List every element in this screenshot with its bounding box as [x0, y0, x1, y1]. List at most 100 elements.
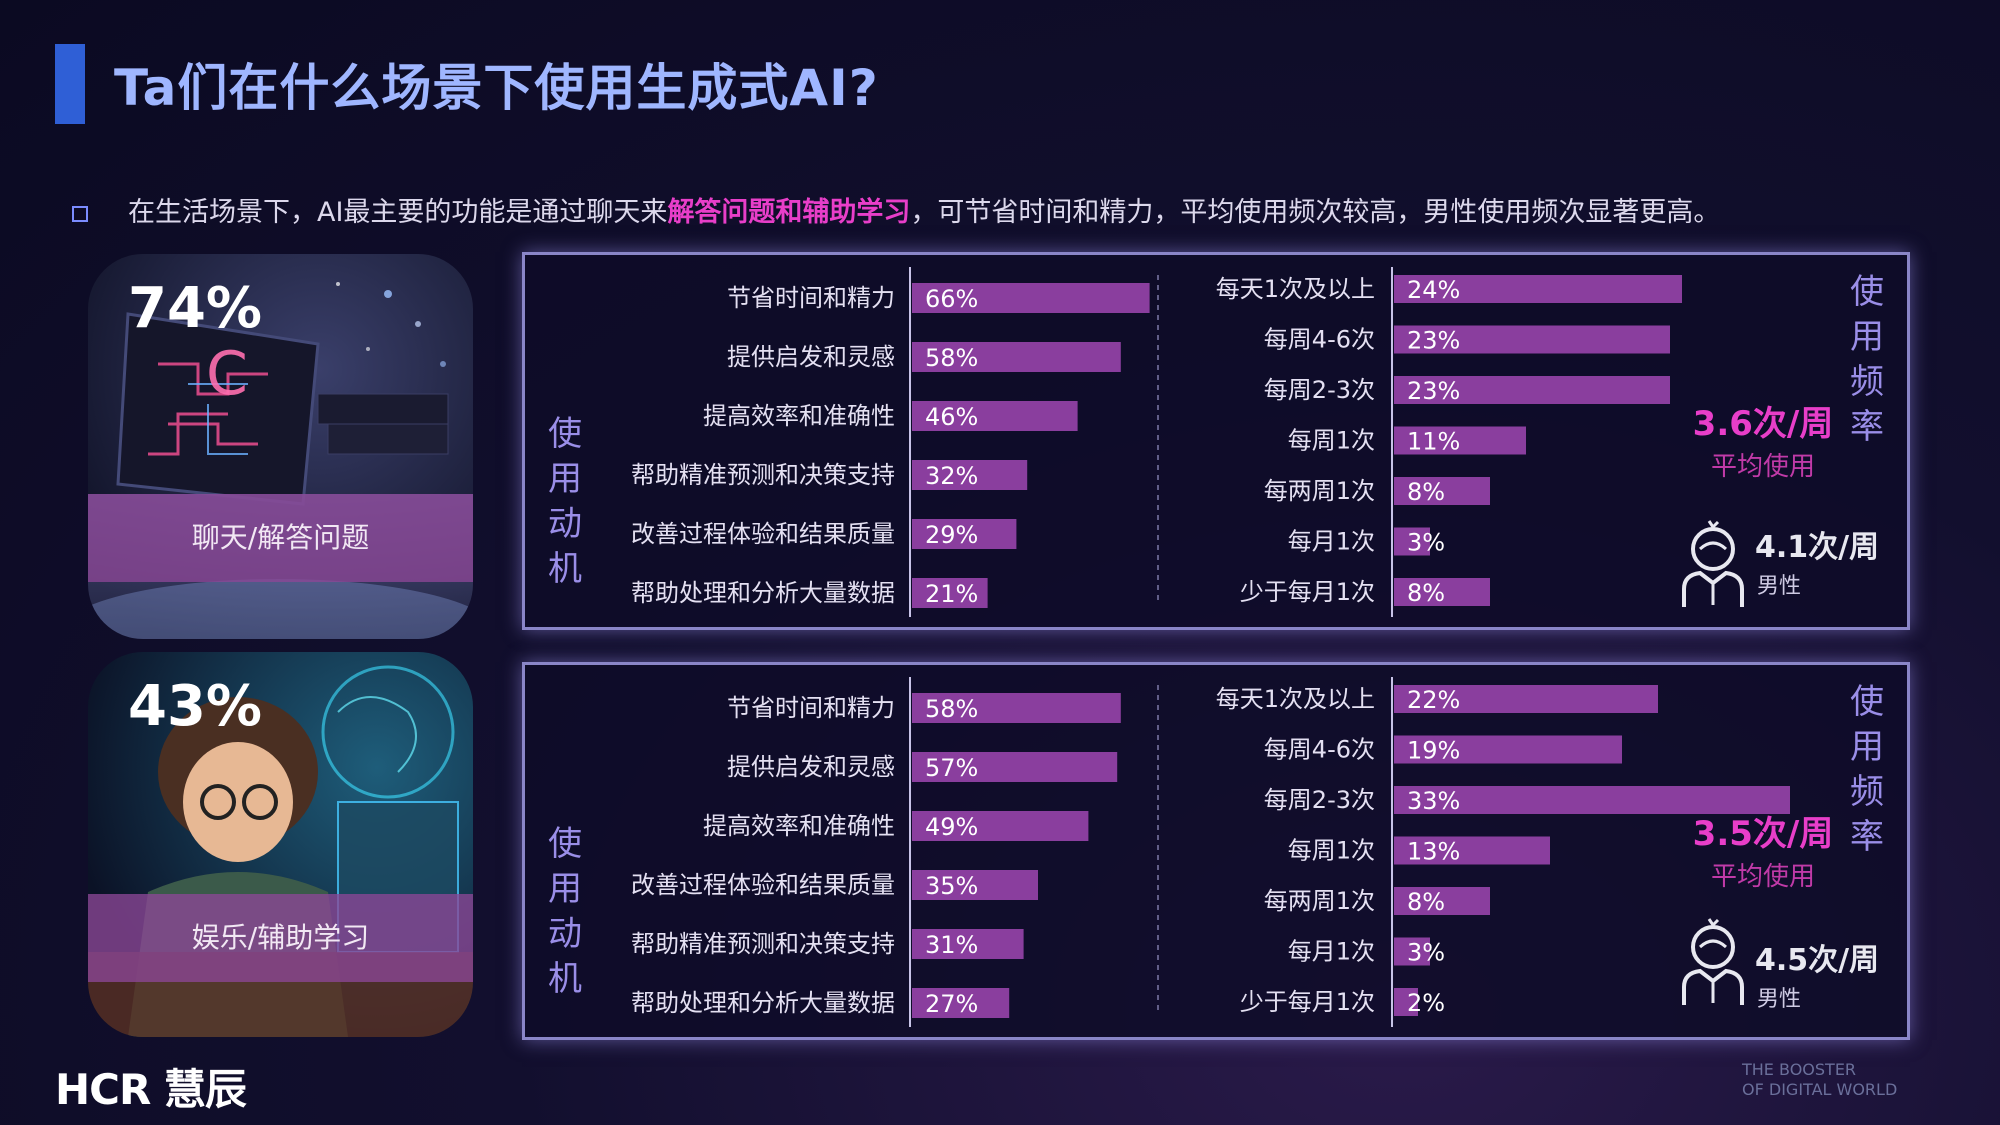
svg-text:使: 使: [548, 824, 582, 864]
motivation-bar: [912, 752, 1118, 782]
frequency-category-label: 每周4-6次: [1264, 736, 1375, 764]
motivation-data-label: 58%: [925, 695, 978, 723]
average-frequency-value: 3.6次/周: [1693, 404, 1834, 444]
motivation-category-label: 提供启发和灵感: [727, 753, 895, 781]
card-label-band: 聊天/解答问题: [88, 494, 473, 582]
page-subtitle: 在生活场景下，AI最主要的功能是通过聊天来解答问题和辅助学习，可节省时间和精力，…: [72, 190, 1720, 229]
frequency-data-label: 23%: [1407, 327, 1460, 355]
frequency-bar: [1394, 527, 1430, 556]
tagline-line-2: OF DIGITAL WORLD: [1742, 1080, 1898, 1099]
frequency-bar: [1394, 477, 1490, 505]
card-label-band: 娱乐/辅助学习: [88, 894, 473, 982]
frequency-category-label: 每周1次: [1288, 837, 1375, 865]
motivation-category-label: 改善过程体验和结果质量: [631, 520, 895, 548]
frequency-bar: [1394, 887, 1490, 915]
frequency-bar: [1394, 786, 1790, 814]
svg-text:动: 动: [548, 504, 582, 544]
motivation-bar: [912, 401, 1078, 431]
subtitle-post: ，可节省时间和精力，平均使用频次较高，男性使用频次显著更高。: [910, 197, 1721, 228]
motivation-category-label: 帮助精准预测和决策支持: [631, 930, 895, 958]
svg-text:率: 率: [1850, 407, 1884, 447]
motivation-bar: [912, 811, 1089, 841]
card-percentage: 74%: [128, 276, 263, 341]
frequency-data-label: 24%: [1407, 276, 1460, 304]
svg-text:用: 用: [548, 459, 582, 499]
frequency-bar: [1394, 275, 1682, 303]
motivation-category-label: 提高效率和准确性: [703, 812, 895, 840]
motivation-data-label: 29%: [925, 521, 978, 549]
motivation-bar: [912, 870, 1038, 900]
average-frequency-label: 平均使用: [1711, 862, 1815, 892]
male-frequency-label: 男性: [1757, 574, 1801, 599]
hcr-logo: HCR 慧辰: [55, 1065, 247, 1114]
tagline-line-1: THE BOOSTER: [1742, 1060, 1857, 1079]
subtitle-pre: 在生活场景下，AI最主要的功能是通过聊天来: [128, 197, 668, 228]
frequency-data-label: 3%: [1407, 939, 1445, 967]
motivation-bar: [912, 578, 988, 608]
page-title: Ta们在什么场景下使用生成式AI?: [114, 59, 879, 117]
motivation-category-label: 帮助精准预测和决策支持: [631, 461, 895, 489]
motivation-data-label: 35%: [925, 872, 978, 900]
frequency-category-label: 每月1次: [1288, 938, 1375, 966]
frequency-category-label: 每两周1次: [1264, 477, 1375, 505]
frequency-category-label: 每周2-3次: [1264, 786, 1375, 814]
scene-card-learning: 43% 娱乐/辅助学习: [88, 652, 473, 1037]
card-label: 聊天/解答问题: [191, 521, 370, 554]
male-user-icon: [1682, 918, 1744, 1005]
motivation-bar: [912, 693, 1121, 723]
frequency-bar: [1394, 988, 1418, 1016]
average-frequency-value: 3.5次/周: [1693, 814, 1834, 854]
motivation-data-label: 66%: [925, 285, 978, 313]
male-frequency-value: 4.1次/周: [1755, 530, 1879, 565]
motivation-category-label: 改善过程体验和结果质量: [631, 871, 895, 899]
frequency-data-label: 8%: [1407, 579, 1445, 607]
frequency-data-label: 3%: [1407, 529, 1445, 557]
male-frequency-label: 男性: [1757, 987, 1801, 1012]
frequency-data-label: 13%: [1407, 838, 1460, 866]
frequency-bar: [1394, 735, 1622, 764]
motivation-data-label: 46%: [925, 403, 978, 431]
motivation-bar: [912, 988, 1010, 1018]
motivation-bar: [912, 342, 1121, 372]
frequency-data-label: 22%: [1407, 686, 1460, 714]
frequency-bar: [1394, 426, 1526, 455]
frequency-data-label: 8%: [1407, 478, 1445, 506]
average-frequency-label: 平均使用: [1711, 452, 1815, 482]
male-frequency-value: 4.5次/周: [1755, 943, 1879, 978]
motivation-bar: [912, 929, 1024, 959]
motivation-data-label: 31%: [925, 931, 978, 959]
svg-text:使: 使: [1850, 682, 1884, 722]
frequency-category-label: 少于每月1次: [1240, 988, 1375, 1016]
svg-text:机: 机: [548, 959, 582, 999]
subtitle-highlight: 解答问题和辅助学习: [667, 197, 911, 228]
svg-text:用: 用: [1850, 317, 1884, 357]
frequency-bar: [1394, 937, 1430, 966]
motivation-bar: [912, 519, 1017, 549]
title-accent-bar: [55, 44, 85, 124]
frequency-bar: [1394, 376, 1670, 404]
scene-card-chat: C 74% 聊天/解答问题: [88, 254, 473, 639]
frequency-bar: [1394, 325, 1670, 354]
svg-text:动: 动: [548, 914, 582, 954]
frequency-category-label: 每周1次: [1288, 427, 1375, 455]
bullet-square-icon: [72, 205, 88, 222]
motivation-data-label: 27%: [925, 990, 978, 1018]
svg-text:频: 频: [1850, 362, 1884, 402]
motivation-category-label: 提供启发和灵感: [727, 343, 895, 371]
chart-panel-learning: 使用动机节省时间和精力 58% 提供启发和灵感 57% 提高效率和准确性 49% 改善过程体…: [522, 662, 1910, 1040]
motivation-bar: [912, 283, 1150, 313]
svg-text:用: 用: [1850, 727, 1884, 767]
svg-text:率: 率: [1850, 817, 1884, 857]
frequency-category-label: 每周2-3次: [1264, 376, 1375, 404]
frequency-data-label: 8%: [1407, 888, 1445, 916]
motivation-data-label: 21%: [925, 580, 978, 608]
motivation-category-label: 节省时间和精力: [727, 694, 895, 722]
frequency-bar: [1394, 685, 1658, 713]
card-label: 娱乐/辅助学习: [191, 921, 370, 954]
frequency-category-label: 每天1次及以上: [1216, 685, 1375, 713]
